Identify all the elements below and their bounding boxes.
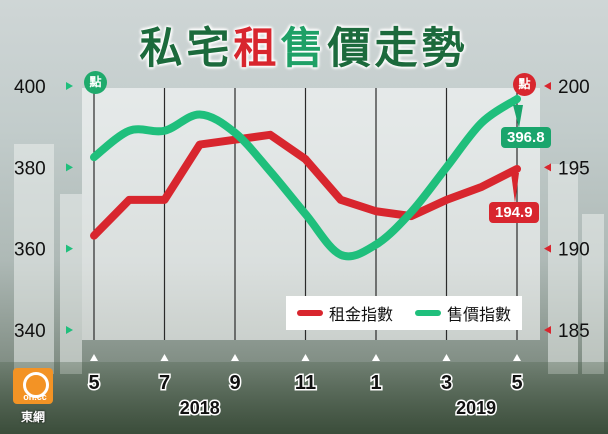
chart-title: 私宅租售價走勢 bbox=[0, 14, 608, 76]
legend-item-sale: 售價指數 bbox=[414, 301, 511, 325]
x-axis-tick-label: 5 bbox=[511, 372, 522, 394]
right-axis-tick-marker bbox=[544, 163, 551, 172]
legend-item-rent: 租金指數 bbox=[296, 301, 393, 325]
x-axis-tick-label: 1 bbox=[370, 372, 381, 394]
rent-label-pointer bbox=[511, 172, 519, 203]
oncc-logo: on.cc 東網 bbox=[9, 368, 61, 428]
right-axis-tick-label: 200 bbox=[558, 77, 590, 98]
left-axis-tick-marker bbox=[66, 326, 73, 334]
year-label: 2019 bbox=[456, 398, 496, 418]
logo-ring-icon bbox=[23, 372, 49, 398]
left-axis-tick-label: 340 bbox=[14, 321, 46, 342]
right-axis-tick-marker bbox=[544, 82, 551, 90]
sale-index-end-label: 396.8 bbox=[501, 127, 551, 148]
left-axis-tick-marker bbox=[66, 163, 73, 172]
left-axis-tick-label: 360 bbox=[14, 240, 46, 261]
legend-swatch-rent bbox=[296, 310, 323, 316]
logo-mark-text: on.cc bbox=[23, 392, 47, 402]
right-axis-unit-badge: 點 bbox=[513, 73, 536, 96]
x-axis-tick-label: 7 bbox=[159, 372, 170, 394]
title-part-3: 售 bbox=[280, 24, 328, 74]
x-axis-tick-label: 9 bbox=[229, 372, 240, 394]
left-axis-unit-badge: 點 bbox=[84, 71, 107, 94]
x-axis-tick-marker bbox=[231, 354, 239, 361]
title-part-4: 價走勢 bbox=[327, 24, 469, 74]
left-axis-tick-marker bbox=[66, 244, 73, 253]
x-axis-tick-marker bbox=[301, 354, 310, 361]
title-part-2: 租 bbox=[233, 24, 281, 74]
left-axis-tick-label: 400 bbox=[14, 77, 46, 98]
background-building bbox=[14, 144, 54, 374]
sale-index-line bbox=[90, 95, 521, 261]
background-building bbox=[60, 194, 82, 374]
logo-name: 東網 bbox=[20, 410, 45, 424]
logo-mark-box: on.cc bbox=[13, 368, 53, 404]
background-building bbox=[582, 214, 604, 374]
right-axis-tick-label: 185 bbox=[558, 321, 590, 342]
background-building bbox=[548, 164, 578, 374]
x-axis-tick-marker bbox=[513, 354, 521, 361]
left-axis-tick-label: 380 bbox=[14, 158, 46, 179]
right-axis-tick-marker bbox=[544, 244, 551, 253]
x-axis-tick-marker bbox=[442, 354, 451, 361]
right-axis-tick-label: 190 bbox=[558, 240, 590, 261]
right-axis-tick-marker bbox=[544, 326, 551, 334]
title-part-1: 私宅 bbox=[139, 24, 234, 74]
background-ground bbox=[0, 362, 608, 434]
right-axis-tick-label: 195 bbox=[558, 158, 590, 179]
x-axis-tick-marker bbox=[90, 354, 98, 361]
x-axis-tick-label: 11 bbox=[295, 372, 316, 394]
x-axis-tick-label: 5 bbox=[88, 372, 99, 394]
legend-label-rent: 租金指數 bbox=[328, 305, 393, 324]
rent-index-line bbox=[90, 130, 521, 240]
x-axis-tick-marker bbox=[160, 354, 169, 361]
x-axis-tick-label: 3 bbox=[441, 372, 452, 394]
x-axis-tick-marker bbox=[372, 354, 380, 361]
left-axis-tick-marker bbox=[66, 82, 73, 90]
legend-label-sale: 售價指數 bbox=[446, 305, 511, 324]
year-label: 2018 bbox=[180, 398, 220, 418]
chart-legend: 租金指數 售價指數 bbox=[286, 296, 522, 330]
rent-index-end-label: 194.9 bbox=[489, 202, 539, 223]
legend-swatch-sale bbox=[414, 310, 441, 316]
sale-label-pointer bbox=[513, 105, 523, 128]
